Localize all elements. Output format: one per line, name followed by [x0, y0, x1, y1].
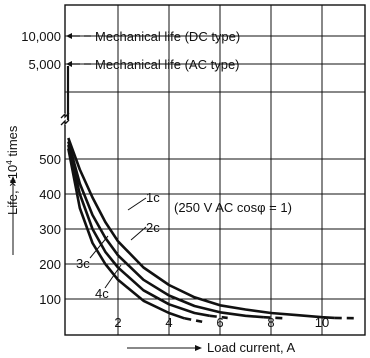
mech-life-arrowhead	[66, 33, 72, 39]
series-labels: 1c 2c 3c 4c	[76, 190, 160, 301]
x-tick-label: 6	[216, 315, 223, 330]
series-label-2c: 2c	[146, 220, 160, 235]
series-line-1c	[67, 137, 335, 320]
series-leader-3c	[89, 235, 109, 259]
mech-life-arrowhead	[66, 61, 72, 67]
series-line-2c	[67, 141, 264, 319]
series-dash-4c	[184, 316, 203, 324]
mech-life-label: Mechanical life (AC type)	[95, 57, 240, 72]
x-tick-label: 2	[114, 315, 121, 330]
y-tick-label: 300	[39, 222, 61, 237]
series-line-3c	[67, 144, 211, 318]
tick-labels: 2 4 6 8 10 100 200 300 400 500 5,000 10,000	[21, 29, 329, 330]
y-tick-label-upper: 5,000	[28, 57, 61, 72]
y-tick-label: 100	[39, 292, 61, 307]
axis-break-line-bottom	[60, 119, 70, 126]
mech-life-label: Mechanical life (DC type)	[95, 29, 240, 44]
series-label-1c: 1c	[146, 190, 160, 205]
x-axis-arrowhead	[195, 345, 202, 351]
series-dash-2c	[263, 315, 284, 320]
series-label-4c: 4c	[95, 286, 109, 301]
y-tick-label: 400	[39, 187, 61, 202]
plot-frame	[64, 4, 366, 336]
x-axis-label: Load current, A	[207, 340, 295, 355]
life-curves	[66, 66, 356, 324]
y-axis-label-tail: times	[5, 125, 20, 160]
series-line-4c	[67, 148, 185, 320]
series-leader-4c	[104, 264, 122, 289]
y-axis-label-exponent: 4	[5, 160, 14, 165]
series-leader-2c	[130, 226, 147, 241]
series-leader-1c	[127, 197, 147, 211]
y-axis-arrowhead	[10, 176, 16, 183]
grid	[65, 5, 365, 335]
y-tick-label-upper: 10,000	[21, 29, 61, 44]
y-tick-label: 200	[39, 257, 61, 272]
condition-annotation: (250 V AC cosφ = 1)	[174, 200, 292, 215]
axis-break-gap	[61, 113, 70, 125]
x-tick-label: 4	[165, 315, 172, 330]
mechanical-life-markers: Mechanical life (DC type) Mechanical life…	[66, 29, 240, 72]
series-label-3c: 3c	[76, 256, 90, 271]
x-tick-label: 10	[315, 315, 329, 330]
series-dash-3c	[209, 314, 228, 320]
y-tick-label: 500	[39, 152, 61, 167]
x-tick-label: 8	[267, 315, 274, 330]
